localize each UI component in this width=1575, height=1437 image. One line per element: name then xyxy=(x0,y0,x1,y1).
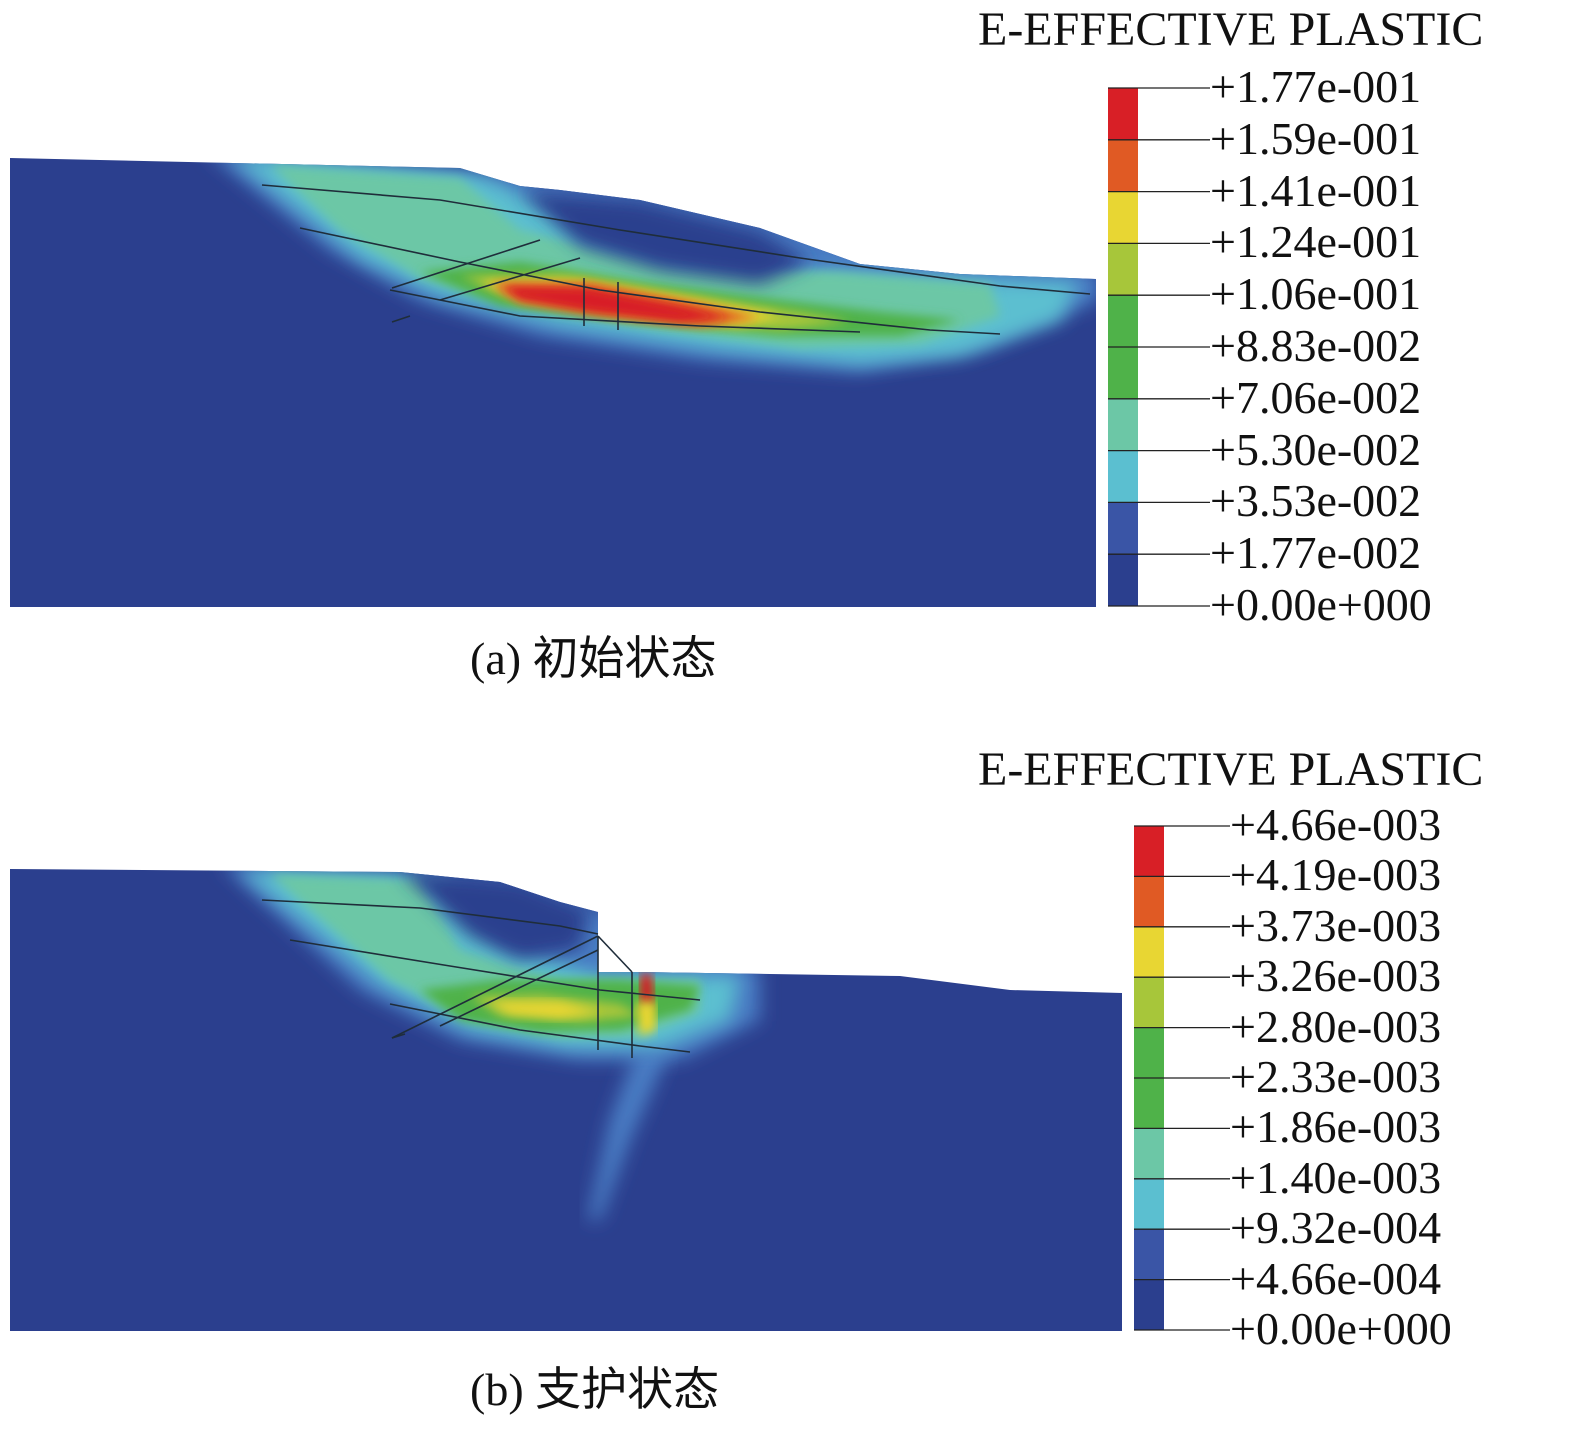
colorbar-segment xyxy=(1108,450,1138,503)
colorbar-segment xyxy=(1134,1229,1164,1281)
colorbar-segment xyxy=(1108,139,1138,193)
colorbar-tick-label: +5.30e-002 xyxy=(1210,423,1422,475)
contour-plot-b xyxy=(10,825,1230,1331)
zone-tail-b xyxy=(588,1040,670,1220)
colorbar-tick-label: +2.33e-003 xyxy=(1230,1051,1442,1102)
colorbar-tick-label: +1.59e-001 xyxy=(1210,112,1422,164)
legend-title-a: E-EFFECTIVE PLASTIC xyxy=(978,3,1484,56)
colorbar-segment xyxy=(1134,876,1164,928)
colorbar-segment xyxy=(1108,502,1138,555)
colorbar-tick-label: +3.53e-002 xyxy=(1210,475,1422,527)
zone-teal-a xyxy=(270,165,1000,348)
colorbar-tick-label: +1.41e-001 xyxy=(1210,164,1422,216)
colorbar-tick-label: +4.66e-004 xyxy=(1230,1252,1442,1304)
colorbar-tick-label: +8.83e-002 xyxy=(1210,320,1422,371)
zone-orange-spot-b xyxy=(636,1002,656,1036)
colorbar-tick-label: +0.00e+000 xyxy=(1210,579,1432,630)
colorbar-segment xyxy=(1108,398,1138,452)
colorbar-segment xyxy=(1108,554,1138,607)
colorbar-tick-label: +9.32e-004 xyxy=(1230,1202,1442,1254)
colorbar-segment xyxy=(1134,1078,1164,1129)
layer-lines-b xyxy=(261,899,701,1058)
caption-a: (a) 初始状态 xyxy=(470,633,717,684)
colorbar-tick-label: +1.86e-003 xyxy=(1230,1101,1442,1153)
colorbar-tick-label: +2.80e-003 xyxy=(1230,1000,1442,1052)
colorbar-tick-label: +0.00e+000 xyxy=(1230,1303,1452,1354)
colorbar-segment xyxy=(1134,1128,1164,1180)
colorbar-tick-label: +4.19e-003 xyxy=(1230,849,1442,901)
colorbar-segment xyxy=(1108,295,1138,348)
colorbar-segment xyxy=(1108,191,1138,244)
zone-red-spot-b xyxy=(640,974,654,1010)
panel-b: E-EFFECTIVE PLASTIC +4.66e-003 +4.19e-003… xyxy=(0,740,1575,1437)
colorbar-tick-label: +1.77e-002 xyxy=(1210,527,1422,579)
colorbar-segment xyxy=(1134,977,1164,1029)
slope-body-b xyxy=(10,869,1122,1331)
colorbar-segment xyxy=(1108,243,1138,296)
contour-plot-a xyxy=(10,87,1210,607)
colorbar-tick-label: +1.06e-001 xyxy=(1210,268,1422,320)
layer-lines-a xyxy=(261,184,1091,335)
colorbar-tick-label: +7.06e-002 xyxy=(1210,371,1422,423)
colorbar-a xyxy=(1108,87,1210,607)
caption-b: (b) 支护状态 xyxy=(470,1364,720,1415)
zone-red-a xyxy=(500,286,730,322)
colorbar-segment xyxy=(1108,347,1138,400)
colorbar-tick-label: +3.73e-003 xyxy=(1230,899,1442,951)
colorbar-segment xyxy=(1108,88,1138,141)
colorbar-segment xyxy=(1134,1027,1164,1079)
legend-title-b: E-EFFECTIVE PLASTIC xyxy=(978,743,1484,796)
colorbar-segment xyxy=(1134,826,1164,877)
colorbar-tick-label: +1.24e-001 xyxy=(1210,216,1422,268)
colorbar-tick-label: +1.77e-001 xyxy=(1210,61,1422,112)
colorbar-tick-label: +3.26e-003 xyxy=(1230,950,1442,1002)
colorbar-segment xyxy=(1134,1279,1164,1331)
colorbar-tick-label: +1.40e-003 xyxy=(1230,1151,1442,1203)
zone-yellow-b xyxy=(490,1002,600,1018)
colorbar-segment xyxy=(1134,926,1164,978)
colorbar-tick-label: +4.66e-003 xyxy=(1230,799,1442,850)
colorbar-b xyxy=(1134,825,1230,1331)
panel-a: E-EFFECTIVE PLASTIC +1.77e-001 +1.59e-001… xyxy=(0,0,1575,700)
colorbar-segment xyxy=(1134,1178,1164,1230)
